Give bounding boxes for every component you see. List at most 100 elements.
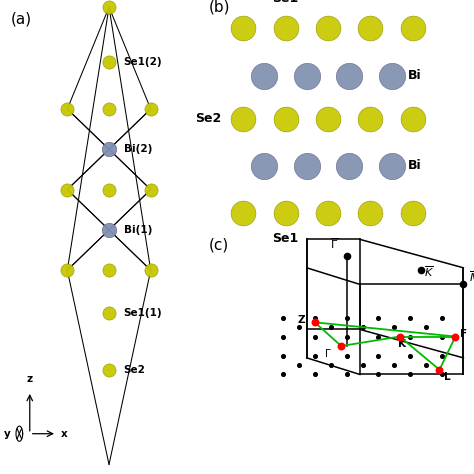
Text: Se2: Se2 — [124, 365, 146, 375]
Point — [295, 323, 302, 331]
Point — [343, 371, 350, 378]
Point — [346, 162, 353, 170]
Point — [279, 352, 287, 359]
Point — [279, 314, 287, 321]
Point — [105, 58, 113, 65]
Point — [388, 72, 395, 80]
Point — [279, 333, 287, 340]
Text: Se1(1): Se1(1) — [124, 308, 162, 318]
Point — [261, 162, 268, 170]
Text: Bi(2): Bi(2) — [124, 144, 152, 155]
Point — [343, 352, 350, 359]
Point — [327, 323, 335, 331]
Point — [105, 3, 113, 11]
Point — [324, 115, 332, 122]
Point — [407, 314, 414, 321]
Point — [327, 361, 335, 369]
Point — [438, 314, 446, 321]
Point — [311, 314, 319, 321]
Text: (c): (c) — [209, 237, 229, 252]
Text: (b): (b) — [209, 0, 230, 15]
Text: Bi(1): Bi(1) — [124, 225, 152, 235]
Point — [324, 25, 332, 32]
Point — [147, 186, 155, 193]
Point — [359, 361, 366, 369]
Point — [239, 210, 247, 217]
Point — [343, 314, 350, 321]
Text: (a): (a) — [11, 12, 32, 27]
Text: Se1(2): Se1(2) — [124, 56, 162, 67]
Point — [407, 371, 414, 378]
Point — [105, 266, 113, 274]
Point — [282, 25, 289, 32]
Point — [311, 371, 319, 378]
Text: y: y — [4, 428, 11, 439]
Point — [64, 266, 71, 274]
Point — [409, 25, 417, 32]
Point — [105, 105, 113, 113]
Point — [282, 210, 289, 217]
Point — [343, 333, 350, 340]
Text: Se1: Se1 — [273, 232, 299, 245]
Point — [105, 366, 113, 374]
Point — [396, 333, 403, 340]
Point — [407, 352, 414, 359]
Point — [374, 352, 382, 359]
Point — [417, 266, 425, 274]
Point — [346, 72, 353, 80]
Point — [239, 115, 247, 122]
Text: $\Gamma$: $\Gamma$ — [324, 347, 332, 359]
Text: Se1: Se1 — [273, 0, 299, 5]
Point — [436, 366, 443, 374]
Point — [422, 323, 430, 331]
Text: Se2: Se2 — [196, 112, 222, 125]
Point — [374, 333, 382, 340]
Point — [391, 323, 398, 331]
Point — [303, 162, 310, 170]
Point — [409, 210, 417, 217]
Point — [343, 252, 350, 260]
Point — [367, 210, 374, 217]
Point — [64, 105, 71, 113]
Text: $\overline{K}$: $\overline{K}$ — [424, 264, 434, 279]
Text: Bi: Bi — [408, 69, 421, 82]
Point — [105, 146, 113, 153]
Point — [261, 72, 268, 80]
Text: z: z — [27, 374, 33, 383]
Point — [311, 319, 319, 326]
Point — [105, 226, 113, 234]
Point — [438, 371, 446, 378]
Point — [337, 342, 345, 350]
Text: Bi: Bi — [408, 159, 421, 173]
Point — [105, 186, 113, 193]
Point — [422, 361, 430, 369]
Point — [374, 371, 382, 378]
Point — [147, 266, 155, 274]
Point — [105, 309, 113, 317]
Point — [147, 105, 155, 113]
Point — [367, 25, 374, 32]
Text: x: x — [61, 428, 68, 439]
Text: Z: Z — [298, 315, 305, 325]
Text: L: L — [444, 372, 451, 382]
Point — [409, 115, 417, 122]
Point — [295, 361, 302, 369]
Point — [324, 210, 332, 217]
Point — [367, 115, 374, 122]
Point — [311, 333, 319, 340]
Point — [303, 72, 310, 80]
Point — [391, 361, 398, 369]
Text: F: F — [460, 329, 467, 339]
Text: K: K — [398, 338, 406, 349]
Point — [239, 25, 247, 32]
Text: $\overline{\Gamma}$: $\overline{\Gamma}$ — [330, 237, 338, 251]
Point — [279, 371, 287, 378]
Point — [460, 281, 467, 288]
Point — [64, 186, 71, 193]
Point — [374, 314, 382, 321]
Point — [311, 352, 319, 359]
Point — [452, 333, 459, 340]
Point — [388, 162, 395, 170]
Text: $\overline{M}$: $\overline{M}$ — [469, 269, 474, 284]
Point — [282, 115, 289, 122]
